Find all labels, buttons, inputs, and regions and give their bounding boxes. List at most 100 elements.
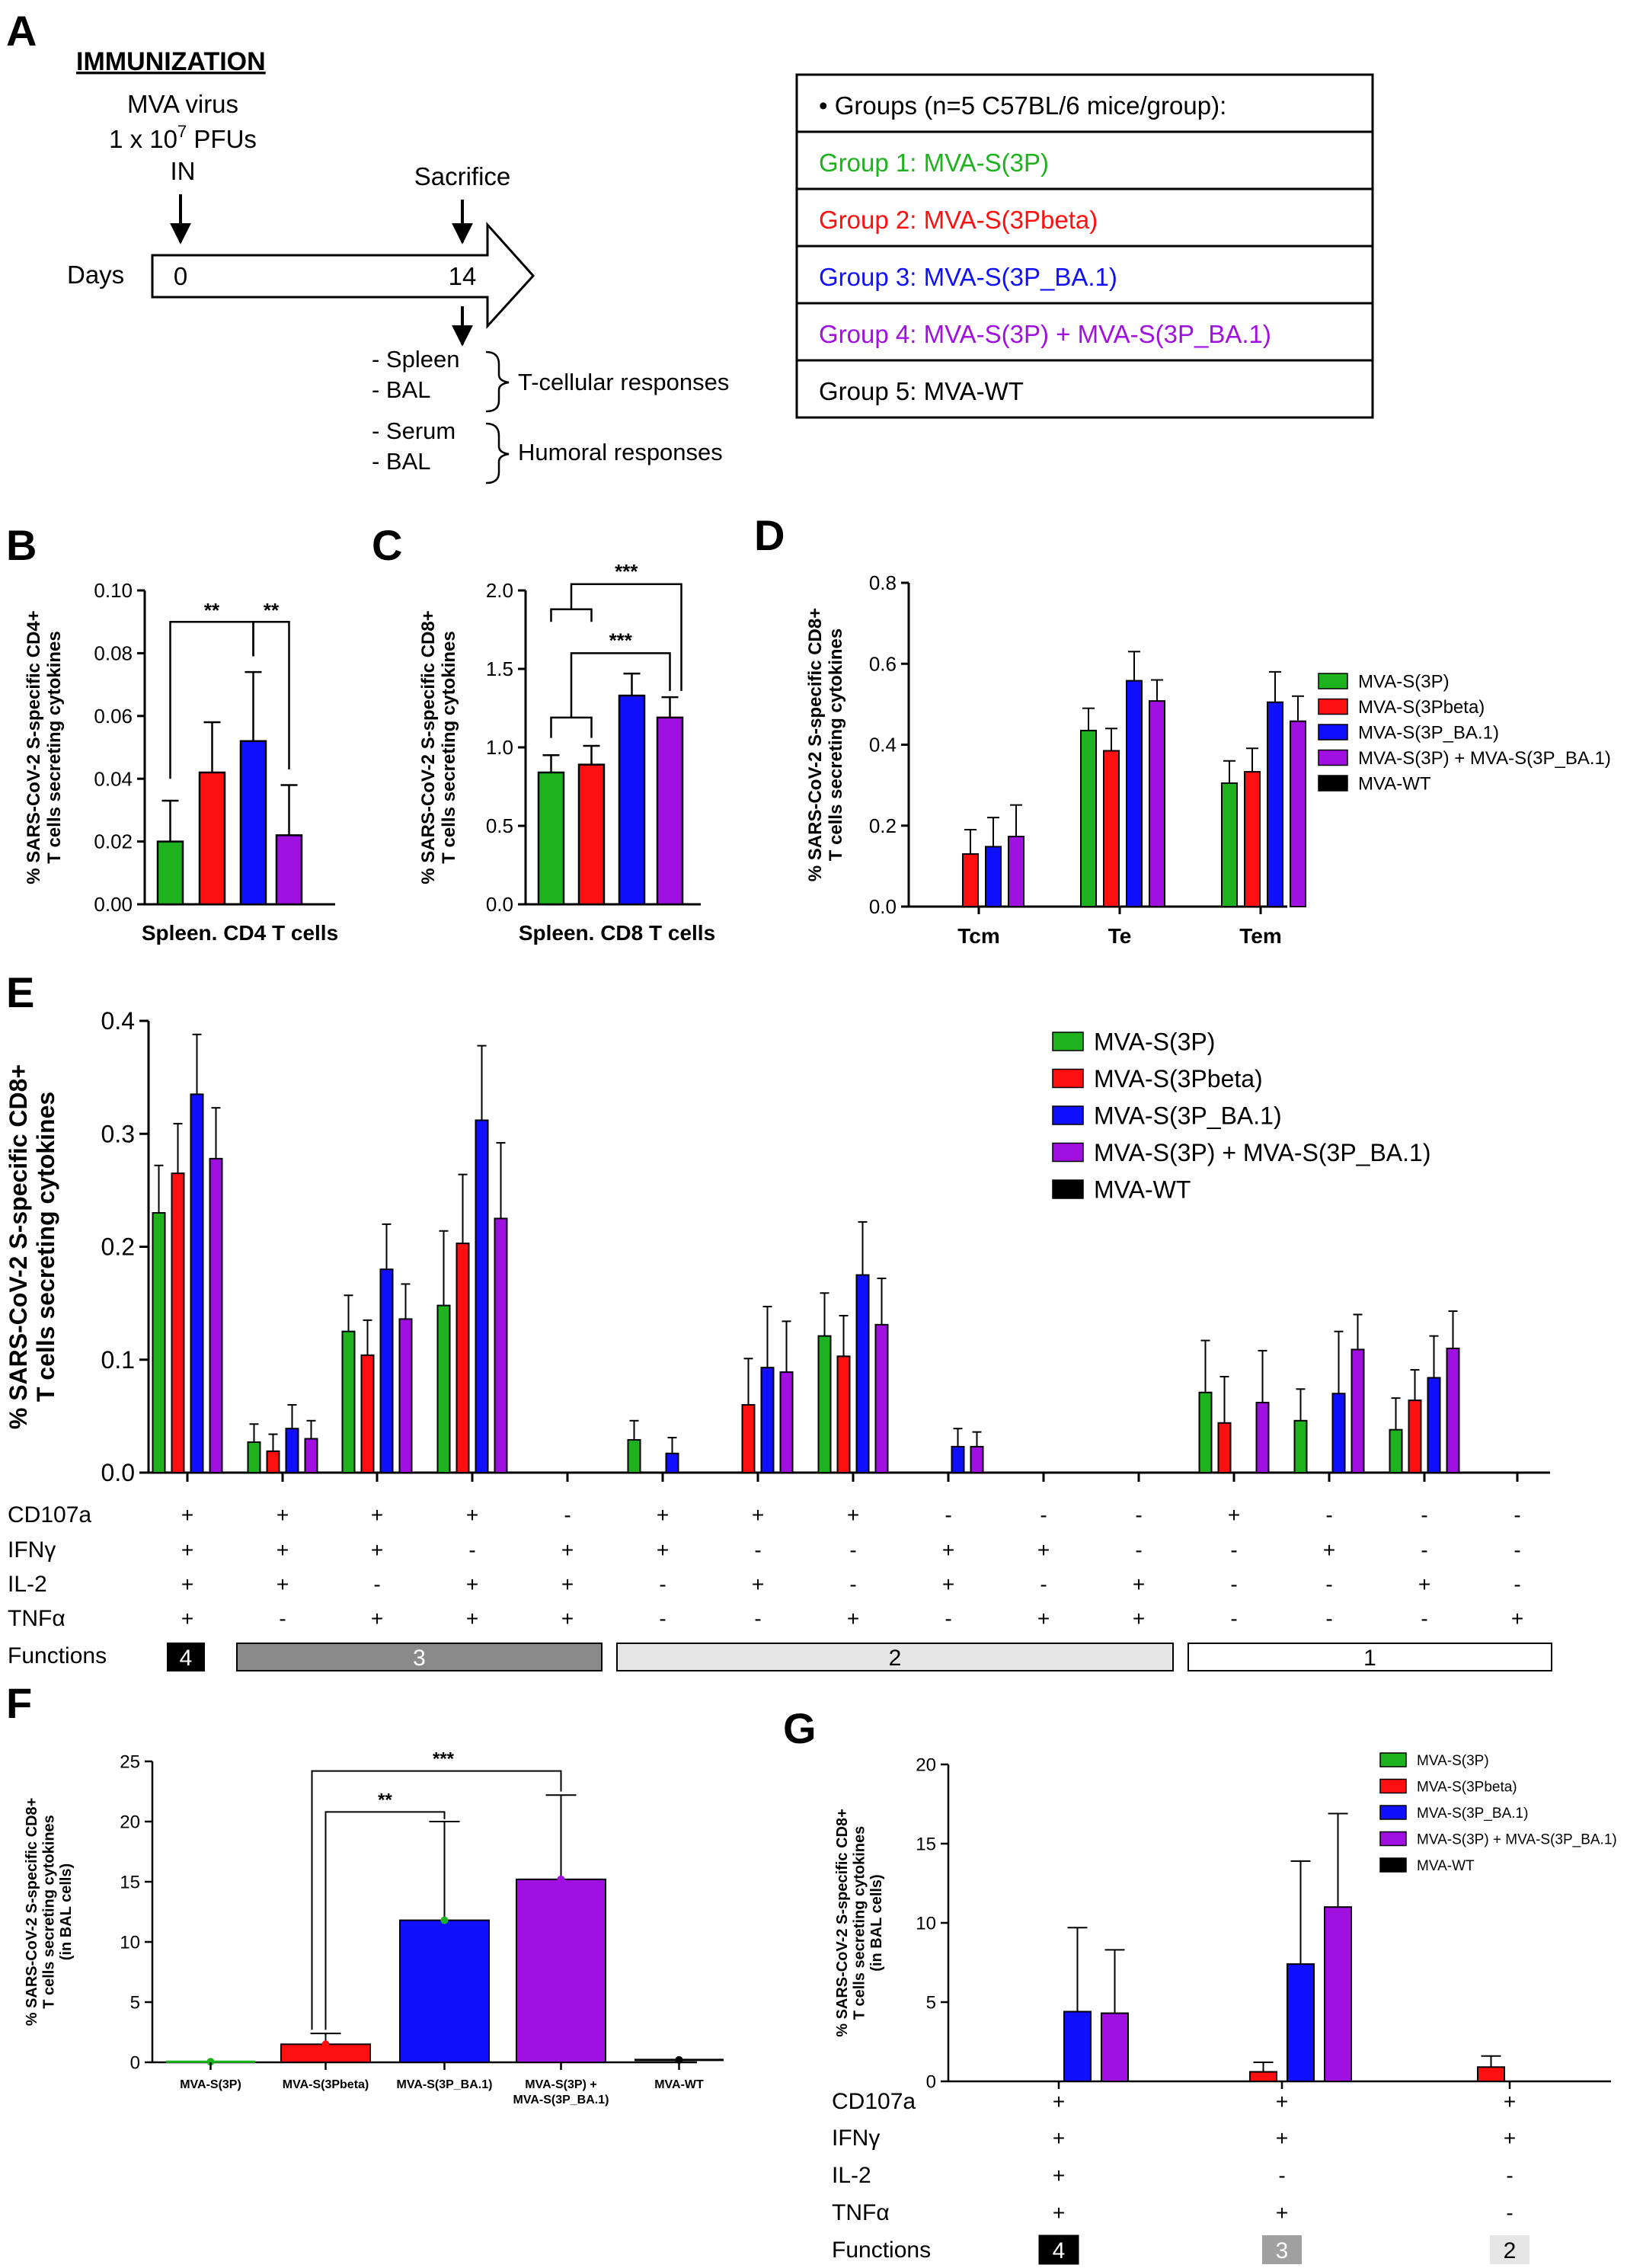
d-legend-swatch bbox=[1319, 776, 1347, 791]
e-bar bbox=[1333, 1393, 1345, 1473]
g-legend-swatch bbox=[1380, 1780, 1406, 1793]
sacrifice-label: Sacrifice bbox=[414, 162, 511, 190]
d-bar bbox=[1081, 731, 1096, 907]
d-x-tick-label: Tem bbox=[1239, 924, 1282, 948]
dose-line: 1 x 107 PFUs bbox=[109, 122, 257, 153]
e-combo-sign: - bbox=[754, 1607, 761, 1630]
g-combo-sign: + bbox=[1053, 2164, 1065, 2187]
e-y-tick-label: 0.0 bbox=[101, 1459, 135, 1486]
g-y-tick-label: 15 bbox=[916, 1834, 936, 1854]
e-y-tick-label: 0.1 bbox=[101, 1346, 135, 1374]
e-bar bbox=[1447, 1348, 1459, 1473]
g-y-label: (in BAL cells) bbox=[868, 1874, 885, 1971]
d-bar bbox=[1267, 702, 1283, 907]
e-bar bbox=[1390, 1430, 1402, 1473]
t-cellular-label: T-cellular responses bbox=[518, 369, 729, 395]
e-combo-sign: - bbox=[1325, 1503, 1332, 1527]
e-combo-sign: - bbox=[1230, 1538, 1237, 1562]
e-row-label: CD107a bbox=[8, 1502, 91, 1527]
c-y-tick-label: 1.0 bbox=[486, 736, 513, 759]
d-legend-swatch bbox=[1319, 750, 1347, 766]
panel-letter-c: C bbox=[372, 521, 402, 569]
panel-letter-e: E bbox=[6, 968, 34, 1016]
e-combo-sign: - bbox=[1325, 1607, 1332, 1630]
e-combo-sign: - bbox=[468, 1538, 475, 1562]
e-row-label: IL-2 bbox=[8, 1572, 47, 1597]
e-y-label: % SARS-CoV-2 S-specific CD8+ bbox=[5, 1064, 32, 1429]
e-combo-sign: + bbox=[276, 1572, 289, 1596]
e-bar bbox=[838, 1356, 850, 1473]
d-legend-label: MVA-S(3P) bbox=[1358, 672, 1450, 693]
e-combo-sign: + bbox=[181, 1572, 193, 1596]
b-bar bbox=[241, 741, 266, 904]
e-combo-sign: + bbox=[847, 1503, 859, 1527]
groups-header: • Groups (n=5 C57BL/6 mice/group): bbox=[819, 91, 1226, 120]
d-legend-label: MVA-WT bbox=[1358, 774, 1431, 795]
e-combo-sign: - bbox=[754, 1538, 761, 1562]
d-x-tick-label: Te bbox=[1108, 924, 1132, 948]
e-combo-sign: - bbox=[1514, 1538, 1520, 1562]
e-combo-sign: - bbox=[1040, 1503, 1047, 1527]
e-bar bbox=[781, 1372, 793, 1473]
d-bar bbox=[1245, 772, 1260, 907]
e-bar bbox=[248, 1442, 261, 1473]
panel-letter-d: D bbox=[754, 511, 785, 559]
g-legend-label: MVA-WT bbox=[1417, 1858, 1475, 1874]
b-significance: ** bbox=[264, 599, 280, 622]
e-combo-sign: + bbox=[371, 1607, 383, 1630]
g-combo-sign: + bbox=[1276, 2126, 1288, 2150]
g-bar bbox=[1064, 2011, 1091, 2081]
g-legend-swatch bbox=[1380, 1753, 1406, 1767]
g-legend-swatch bbox=[1380, 1832, 1406, 1846]
e-combo-sign: - bbox=[945, 1607, 951, 1630]
group-3-label: Group 3: MVA-S(3P_BA.1) bbox=[819, 263, 1117, 291]
e-combo-sign: + bbox=[942, 1538, 954, 1562]
e-functions-box-label: 1 bbox=[1363, 1646, 1376, 1671]
dose-exponent: 7 bbox=[177, 122, 187, 141]
d-y-tick-label: 0.0 bbox=[869, 895, 897, 918]
d-legend-label: MVA-S(3Pbeta) bbox=[1358, 697, 1485, 718]
c-significance: *** bbox=[609, 629, 633, 651]
c-y-label: T cells secreting cytokines bbox=[439, 631, 459, 863]
g-legend-label: MVA-S(3P_BA.1) bbox=[1417, 1806, 1528, 1822]
g-legend-label: MVA-S(3P) bbox=[1417, 1753, 1489, 1769]
d-bar bbox=[1290, 721, 1306, 907]
c-x-label: Spleen. CD8 T cells bbox=[519, 921, 715, 945]
e-combo-sign: + bbox=[1228, 1503, 1240, 1527]
e-bar bbox=[971, 1447, 983, 1473]
panel-letter-a: A bbox=[6, 7, 37, 55]
b-bar bbox=[200, 773, 225, 904]
d-bar bbox=[963, 854, 978, 907]
f-x-tick-label: MVA-S(3Pbeta) bbox=[283, 2078, 369, 2091]
humoral-label: Humoral responses bbox=[518, 439, 723, 465]
e-combo-sign: + bbox=[1511, 1607, 1523, 1630]
b-bar bbox=[276, 835, 302, 904]
e-bar bbox=[857, 1275, 869, 1473]
e-bar bbox=[153, 1213, 165, 1473]
e-legend-label: MVA-S(3P) + MVA-S(3P_BA.1) bbox=[1094, 1139, 1430, 1166]
g-y-label: % SARS-CoV-2 S-specific CD8+ bbox=[834, 1809, 851, 2037]
d-legend-label: MVA-S(3P) + MVA-S(3P_BA.1) bbox=[1358, 748, 1611, 769]
d-x-tick-label: Tcm bbox=[957, 924, 1000, 948]
g-y-tick-label: 5 bbox=[926, 1992, 936, 2013]
g-bar bbox=[1250, 2072, 1277, 2081]
b-y-tick-label: 0.00 bbox=[94, 893, 133, 916]
f-y-tick-label: 25 bbox=[120, 1751, 140, 1772]
e-combo-sign: + bbox=[1418, 1572, 1430, 1596]
d-bar bbox=[1149, 701, 1165, 907]
b-x-label: Spleen. CD4 T cells bbox=[142, 921, 338, 945]
e-bar bbox=[457, 1243, 469, 1473]
f-y-tick-label: 10 bbox=[120, 1932, 140, 1953]
e-bar bbox=[1257, 1403, 1269, 1473]
g-combo-sign: + bbox=[1276, 2090, 1288, 2113]
panel-letter-b: B bbox=[6, 521, 37, 569]
g-bar bbox=[1325, 1907, 1351, 2081]
b-y-tick-label: 0.04 bbox=[94, 767, 133, 790]
panel-e: E 0.00.10.20.30.4% SARS-CoV-2 S-specific… bbox=[5, 968, 1552, 1671]
f-mean-marker bbox=[558, 1876, 565, 1883]
g-row-label: CD107a bbox=[832, 2089, 916, 2114]
panel-letter-f: F bbox=[6, 1679, 32, 1727]
route-label: IN bbox=[171, 157, 196, 185]
g-combo-sign: + bbox=[1276, 2201, 1288, 2225]
b-y-label: T cells secreting cytokines bbox=[44, 631, 65, 863]
